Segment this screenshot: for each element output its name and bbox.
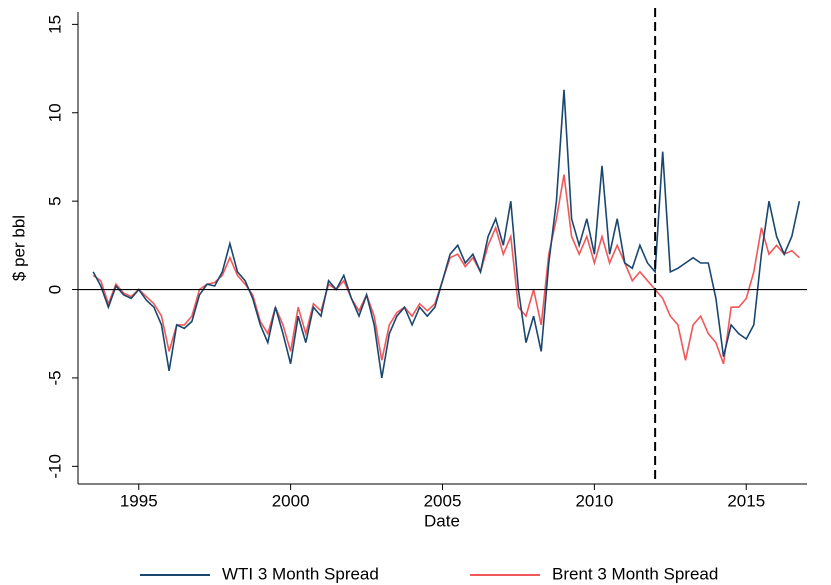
y-axis-label: $ per bbl [9, 215, 28, 281]
y-tick-label: 10 [45, 103, 64, 122]
y-tick-label: 0 [45, 285, 64, 294]
x-tick-label: 2015 [727, 491, 765, 510]
x-tick-label: 1995 [120, 491, 158, 510]
series-line [92, 89, 801, 379]
y-tick-label: -10 [45, 454, 64, 479]
y-tick-label: 5 [45, 196, 64, 205]
x-tick-label: 2000 [272, 491, 310, 510]
legend-label: WTI 3 Month Spread [222, 564, 379, 583]
x-tick-label: 2010 [575, 491, 613, 510]
x-axis-label: Date [424, 511, 460, 530]
x-tick-label: 2005 [424, 491, 462, 510]
legend-label: Brent 3 Month Spread [552, 564, 718, 583]
y-tick-label: 15 [45, 15, 64, 34]
y-tick-label: -5 [45, 370, 64, 385]
